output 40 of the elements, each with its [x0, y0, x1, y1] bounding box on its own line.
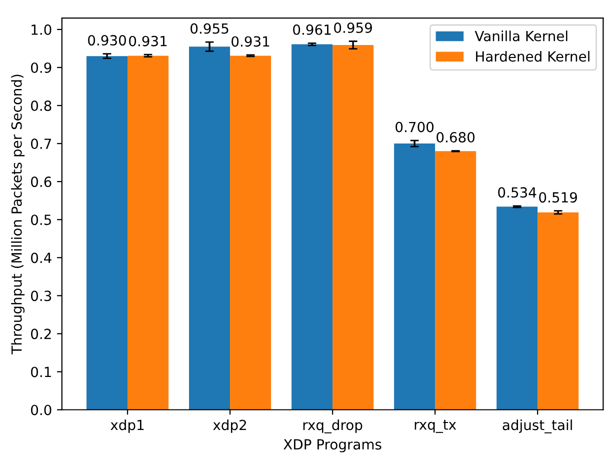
bar	[496, 206, 538, 410]
y-tick-label: 0.6	[31, 176, 52, 188]
y-tick-label: 0.5	[31, 214, 51, 226]
data-label: 0.931	[232, 36, 270, 47]
y-tick-label: 0.1	[31, 366, 51, 378]
legend-label: Hardened Kernel	[476, 50, 590, 62]
data-label: 0.680	[436, 132, 475, 143]
x-tick-label: xdp2	[213, 419, 246, 433]
data-label: 0.959	[334, 22, 372, 34]
data-label: 0.955	[190, 23, 228, 34]
data-label: 0.700	[396, 122, 434, 132]
data-label: 0.519	[539, 192, 577, 203]
x-axis-title: XDP Programs	[284, 439, 382, 452]
y-axis-title: Throughput (Million Packets per Second)	[11, 74, 25, 354]
bar	[128, 56, 169, 410]
legend-label: Vanilla Kernel	[474, 30, 568, 42]
bar	[332, 45, 374, 410]
x-tick-label: xdp1	[110, 419, 144, 433]
bar	[189, 46, 230, 410]
data-label: 0.931	[129, 36, 167, 46]
x-tick-label: rxq_tx	[414, 420, 456, 433]
y-tick-label: 0.4	[31, 252, 52, 264]
bar	[230, 56, 272, 410]
y-tick-label: 0.0	[31, 404, 52, 416]
bar	[394, 144, 436, 410]
y-tick-label: 1.0	[32, 24, 52, 35]
bar	[86, 56, 128, 410]
bar	[292, 44, 333, 410]
x-tick-label: rxq_drop	[303, 419, 362, 434]
y-tick-label: 0.7	[31, 138, 52, 150]
y-tick-label: 0.9	[31, 62, 52, 73]
y-tick-label: 0.3	[31, 290, 52, 302]
bar	[435, 151, 476, 410]
data-label: 0.930	[88, 35, 126, 46]
x-tick-label: adjust_tail	[502, 419, 572, 434]
bar	[538, 212, 579, 410]
data-label: 0.534	[498, 187, 536, 198]
y-tick-label: 0.2	[31, 328, 51, 340]
data-label: 0.961	[293, 24, 331, 35]
y-tick-label: 0.8	[31, 100, 52, 111]
